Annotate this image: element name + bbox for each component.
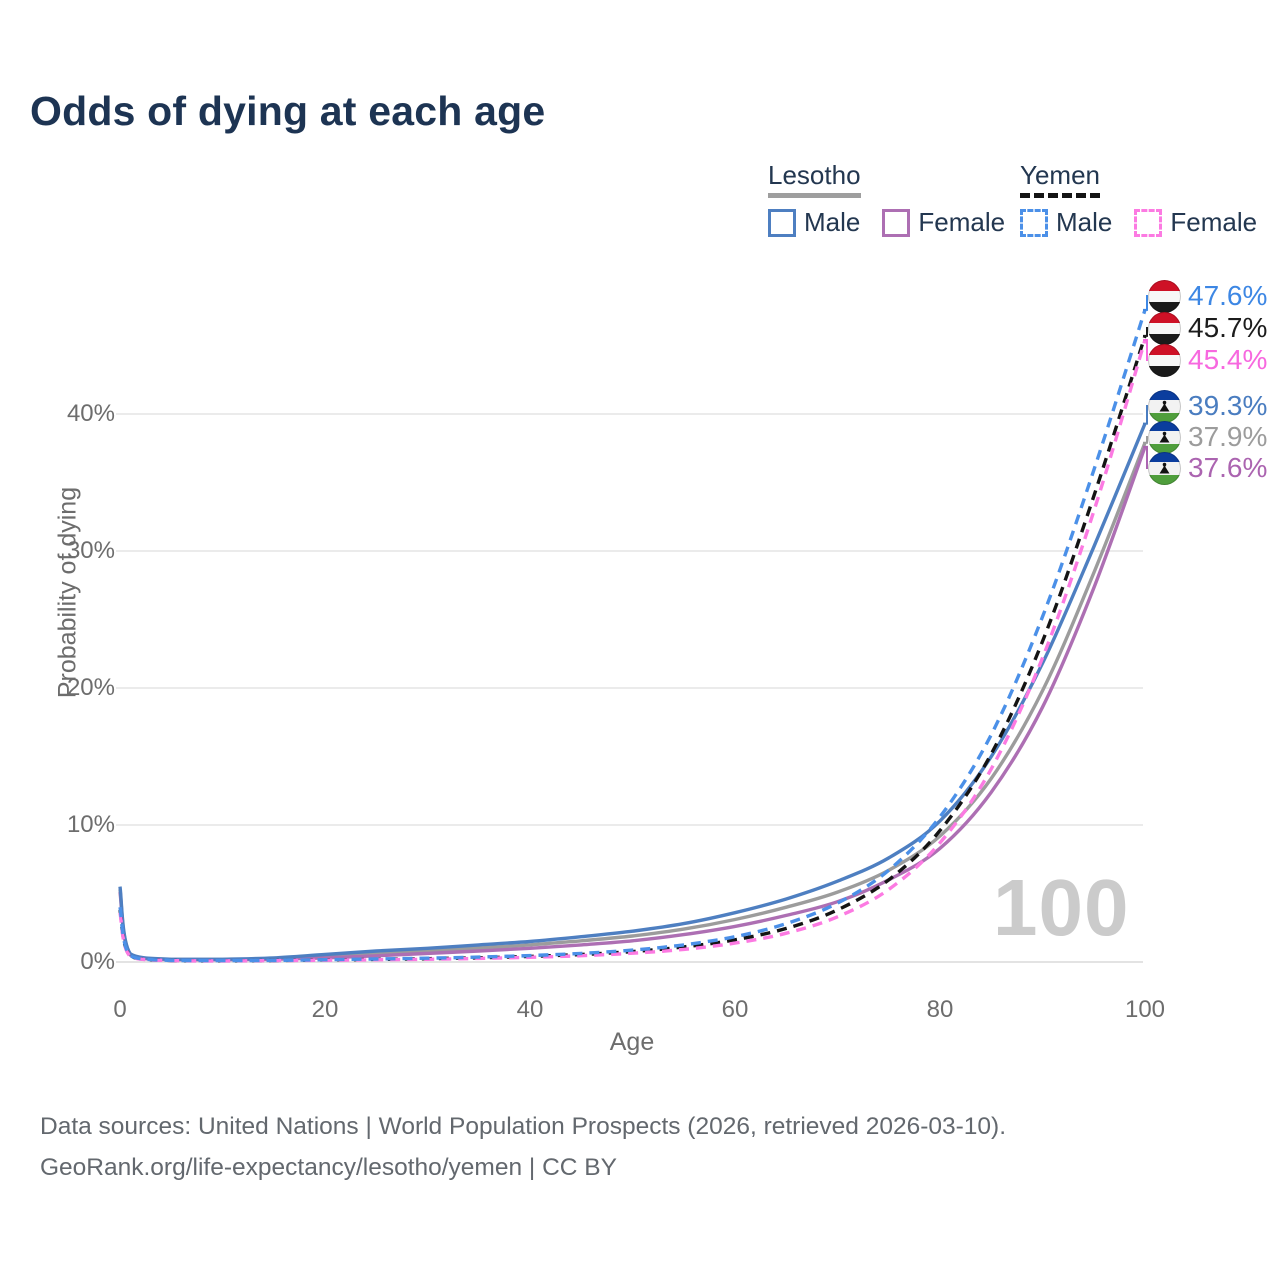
x-tick-100: 100 [1124,996,1166,1023]
series-line-lesotho-all[interactable] [118,442,1147,962]
end-label-lesotho-female: 37.6% [1148,451,1268,485]
mokorotlo-hat-icon [1159,462,1170,473]
x-tick-40: 40 [516,996,544,1023]
legend-item-lesotho-female[interactable]: Female [882,207,1005,238]
legend-country-yemen[interactable]: Yemen [1020,160,1100,198]
end-label-yemen-female: 45.4% [1148,343,1268,377]
series-lines [118,309,1147,963]
source-line-1: Data sources: United Nations | World Pop… [40,1113,1007,1140]
x-tick-20: 20 [311,996,339,1023]
page-title: Odds of dying at each age [30,88,546,134]
yemen-male-swatch-icon [1020,208,1048,237]
series-line-lesotho-male[interactable] [118,422,1147,961]
lesotho-female-swatch-icon [882,208,911,237]
legend-item-yemen-female[interactable]: Female [1134,207,1257,238]
lesotho-flag-icon [1148,420,1181,454]
y-tick-20%: 20% [66,674,115,701]
lesotho-flag-icon [1148,451,1181,485]
mokorotlo-hat-icon [1159,431,1170,442]
source-attribution: Data sources: United Nations | World Pop… [40,1106,1006,1188]
y-tick-30%: 30% [66,537,115,564]
legend-item-lesotho-male[interactable]: Male [768,207,860,238]
source-line-2: GeoRank.org/life-expectancy/lesotho/yeme… [40,1154,617,1181]
end-label-lesotho-all: 37.9% [1148,420,1268,454]
yemen-flag-icon [1148,343,1181,377]
y-tick-40%: 40% [66,400,115,427]
end-value-yemen-female: 45.4% [1188,344,1268,375]
end-label-yemen-male: 47.6% [1148,279,1268,313]
lesotho-male-swatch-icon [768,208,796,237]
yemen-female-swatch-icon [1134,208,1163,237]
x-tick-0: 0 [113,996,127,1023]
gridlines [116,413,1143,963]
x-tick-60: 60 [721,996,749,1023]
legend-group-yemen: Yemen Male Female [1020,160,1257,238]
series-line-lesotho-female[interactable] [118,446,1147,962]
end-label-yemen-all: 45.7% [1148,311,1268,345]
yemen-flag-icon [1148,311,1181,345]
lesotho-flag-icon [1148,389,1181,423]
y-tick-0%: 0% [80,948,115,975]
legend-country-lesotho[interactable]: Lesotho [768,160,861,198]
end-value-lesotho-female: 37.6% [1188,452,1268,483]
x-tick-80: 80 [926,996,954,1023]
mokorotlo-hat-icon [1159,400,1170,411]
end-value-lesotho-male: 39.3% [1188,390,1268,421]
series-line-yemen-female[interactable] [118,339,1147,963]
end-value-yemen-male: 47.6% [1188,280,1268,311]
legend-group-lesotho: Lesotho Male Female [768,160,1005,238]
legend-item-yemen-male[interactable]: Male [1020,207,1112,238]
yemen-flag-icon [1148,279,1181,313]
end-value-lesotho-all: 37.9% [1188,421,1268,452]
series-line-yemen-male[interactable] [118,309,1147,963]
x-axis-title: Age [609,1028,655,1056]
series-line-yemen-all[interactable] [118,335,1147,963]
age-watermark: 100 [993,863,1130,952]
end-value-yemen-all: 45.7% [1188,312,1268,343]
end-label-lesotho-male: 39.3% [1148,389,1268,423]
end-label-connectors [1143,295,1148,469]
y-tick-10%: 10% [66,811,115,838]
